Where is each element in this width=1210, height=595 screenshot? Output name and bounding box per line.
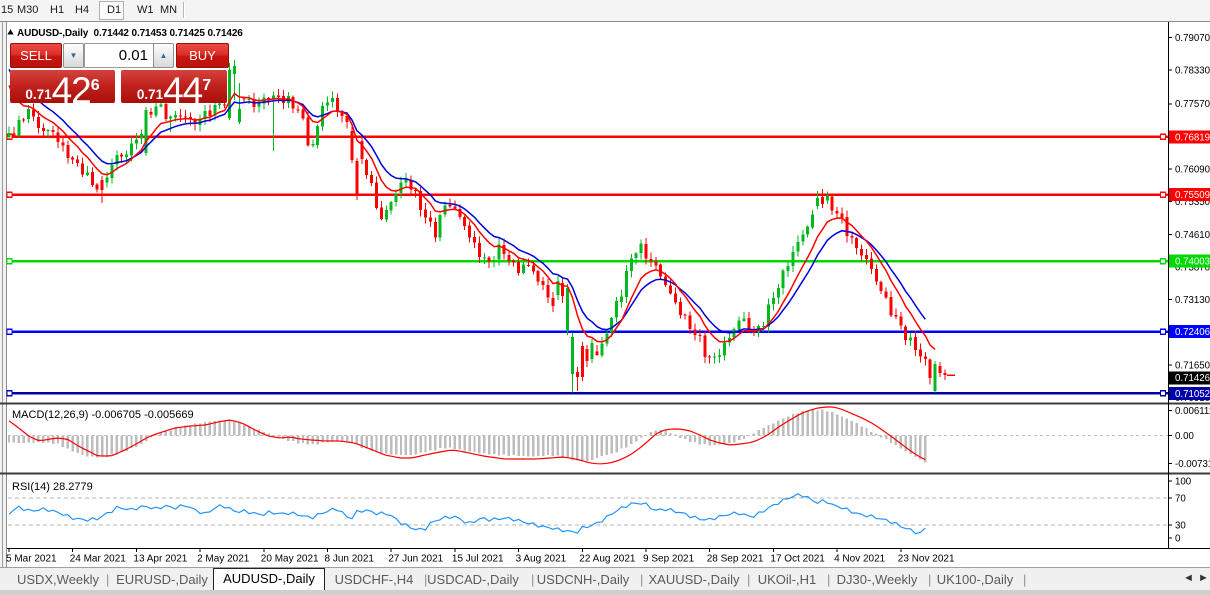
svg-text:15 Jul 2021: 15 Jul 2021 bbox=[452, 554, 504, 565]
svg-text:MACD(12,26,9) -0.006705 -0.005: MACD(12,26,9) -0.006705 -0.005669 bbox=[12, 409, 194, 421]
svg-text:0: 0 bbox=[1175, 533, 1181, 544]
svg-text:AUDUSD-,Daily 0.71442 0.71453: AUDUSD-,Daily 0.71442 0.71453 0.71425 0.… bbox=[17, 28, 243, 39]
svg-text:5 Mar 2021: 5 Mar 2021 bbox=[6, 554, 57, 565]
svg-text:2 May 2021: 2 May 2021 bbox=[197, 554, 250, 565]
svg-text:0.79070: 0.79070 bbox=[1175, 33, 1210, 44]
svg-text:0.78330: 0.78330 bbox=[1175, 66, 1210, 77]
svg-text:0.73130: 0.73130 bbox=[1175, 295, 1210, 306]
svg-text:8 Jun 2021: 8 Jun 2021 bbox=[325, 554, 375, 565]
svg-text:0.77570: 0.77570 bbox=[1175, 99, 1210, 110]
svg-text:9 Sep 2021: 9 Sep 2021 bbox=[643, 554, 695, 565]
svg-text:0.71650: 0.71650 bbox=[1175, 360, 1210, 371]
svg-text:0.74003: 0.74003 bbox=[1175, 257, 1210, 268]
svg-text:0.00: 0.00 bbox=[1175, 431, 1194, 442]
svg-text:17 Oct 2021: 17 Oct 2021 bbox=[770, 554, 825, 565]
svg-text:13 Apr 2021: 13 Apr 2021 bbox=[133, 554, 187, 565]
svg-text:0.73870: 0.73870 bbox=[1175, 262, 1210, 273]
svg-text:0.75350: 0.75350 bbox=[1175, 197, 1210, 208]
svg-text:27 Jun 2021: 27 Jun 2021 bbox=[388, 554, 443, 565]
svg-text:0.71052: 0.71052 bbox=[1175, 389, 1210, 400]
svg-text:28 Sep 2021: 28 Sep 2021 bbox=[707, 554, 764, 565]
svg-text:RSI(14) 28.2779: RSI(14) 28.2779 bbox=[12, 481, 93, 493]
svg-text:100: 100 bbox=[1175, 476, 1192, 487]
svg-text:70: 70 bbox=[1175, 494, 1186, 505]
svg-text:0.006111: 0.006111 bbox=[1175, 406, 1210, 417]
svg-text:0.71426: 0.71426 bbox=[1175, 373, 1210, 384]
svg-text:24 Mar 2021: 24 Mar 2021 bbox=[70, 554, 127, 565]
svg-text:30: 30 bbox=[1175, 520, 1186, 531]
svg-text:0.72406: 0.72406 bbox=[1175, 327, 1210, 338]
svg-text:0.74610: 0.74610 bbox=[1175, 230, 1210, 241]
svg-text:0.76819: 0.76819 bbox=[1175, 132, 1210, 143]
svg-text:0.76090: 0.76090 bbox=[1175, 165, 1210, 176]
svg-text:-0.00731: -0.00731 bbox=[1175, 459, 1210, 470]
svg-text:20 May 2021: 20 May 2021 bbox=[261, 554, 319, 565]
svg-text:0.75509: 0.75509 bbox=[1175, 190, 1210, 201]
svg-text:22 Aug 2021: 22 Aug 2021 bbox=[579, 554, 636, 565]
svg-text:4 Nov 2021: 4 Nov 2021 bbox=[834, 554, 886, 565]
svg-text:3 Aug 2021: 3 Aug 2021 bbox=[516, 554, 567, 565]
svg-text:23 Nov 2021: 23 Nov 2021 bbox=[898, 554, 955, 565]
